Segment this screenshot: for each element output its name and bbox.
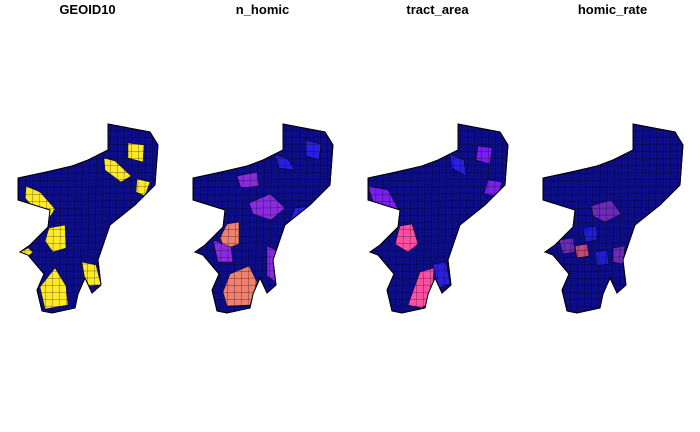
tract-boundary-line bbox=[368, 199, 508, 203]
panel-n-homic: n_homic bbox=[175, 0, 350, 432]
choropleth-map bbox=[192, 123, 334, 314]
tract-boundary-line bbox=[198, 124, 203, 313]
tract-boundary-line bbox=[193, 297, 333, 301]
choropleth-map bbox=[542, 123, 684, 314]
tract-boundary-line bbox=[543, 311, 683, 313]
tract-boundary-line bbox=[543, 199, 683, 203]
tract-boundary-line bbox=[193, 185, 333, 189]
tract-boundary-line bbox=[543, 124, 683, 126]
city-boundary bbox=[192, 123, 334, 314]
tract-boundary-line bbox=[380, 124, 385, 313]
choropleth-map bbox=[367, 123, 509, 314]
tract-patch bbox=[394, 223, 419, 253]
panel-title: GEOID10 bbox=[59, 2, 116, 17]
tract-boundary-line bbox=[368, 297, 508, 301]
tract-patch bbox=[594, 249, 610, 267]
tract-boundary-line bbox=[193, 304, 333, 308]
tract-boundary-line bbox=[543, 192, 683, 196]
tract-boundary-line bbox=[193, 124, 333, 126]
tract-boundary-line bbox=[30, 124, 35, 313]
panel-tract-area: tract_area bbox=[350, 0, 525, 432]
tract-boundary-line bbox=[193, 199, 333, 203]
choropleth-map bbox=[17, 123, 159, 314]
tract-boundary-line bbox=[18, 185, 158, 189]
panel-title: homic_rate bbox=[577, 2, 648, 17]
panel-title: n_homic bbox=[235, 2, 290, 17]
panel-title: tract_area bbox=[406, 2, 469, 17]
panel-geoid10: GEOID10 bbox=[0, 0, 175, 432]
tract-boundary-line bbox=[368, 304, 508, 308]
tract-boundary-line bbox=[205, 124, 210, 313]
tract-boundary-line bbox=[368, 178, 508, 182]
tract-boundary-line bbox=[23, 124, 28, 313]
tract-boundary-line bbox=[193, 178, 333, 182]
panel-homic-rate: homic_rate bbox=[525, 0, 700, 432]
tract-boundary-line bbox=[18, 297, 158, 301]
city-boundary bbox=[17, 123, 159, 314]
city-boundary bbox=[367, 123, 509, 314]
tract-boundary-line bbox=[18, 124, 158, 126]
tract-boundary-line bbox=[18, 311, 158, 313]
tract-boundary-line bbox=[193, 311, 333, 313]
tract-boundary-line bbox=[18, 178, 158, 182]
tract-patch bbox=[574, 243, 590, 259]
tract-boundary-line bbox=[18, 124, 21, 313]
tract-boundary-line bbox=[193, 124, 196, 313]
tract-patch bbox=[449, 153, 467, 177]
tract-patch bbox=[304, 139, 322, 161]
tract-boundary-line bbox=[543, 185, 683, 189]
tract-boundary-line bbox=[368, 311, 508, 313]
tract-boundary-line bbox=[543, 304, 683, 308]
tract-patch bbox=[44, 224, 67, 253]
tract-boundary-line bbox=[555, 124, 560, 313]
tract-patch bbox=[475, 145, 493, 165]
tract-boundary-line bbox=[18, 199, 158, 203]
tract-boundary-line bbox=[543, 124, 546, 313]
tract-boundary-line bbox=[543, 297, 683, 301]
city-boundary bbox=[542, 123, 684, 314]
tract-boundary-line bbox=[368, 124, 508, 126]
tract-boundary-line bbox=[548, 124, 553, 313]
tract-boundary-line bbox=[368, 185, 508, 189]
tract-boundary-line bbox=[18, 304, 158, 308]
tract-boundary-line bbox=[543, 178, 683, 182]
tract-patch bbox=[248, 193, 286, 221]
tract-boundary-line bbox=[18, 192, 158, 196]
tract-boundary-line bbox=[368, 124, 371, 313]
tract-boundary-line bbox=[373, 124, 378, 313]
tract-boundary-line bbox=[368, 192, 508, 196]
tract-boundary-line bbox=[193, 192, 333, 196]
